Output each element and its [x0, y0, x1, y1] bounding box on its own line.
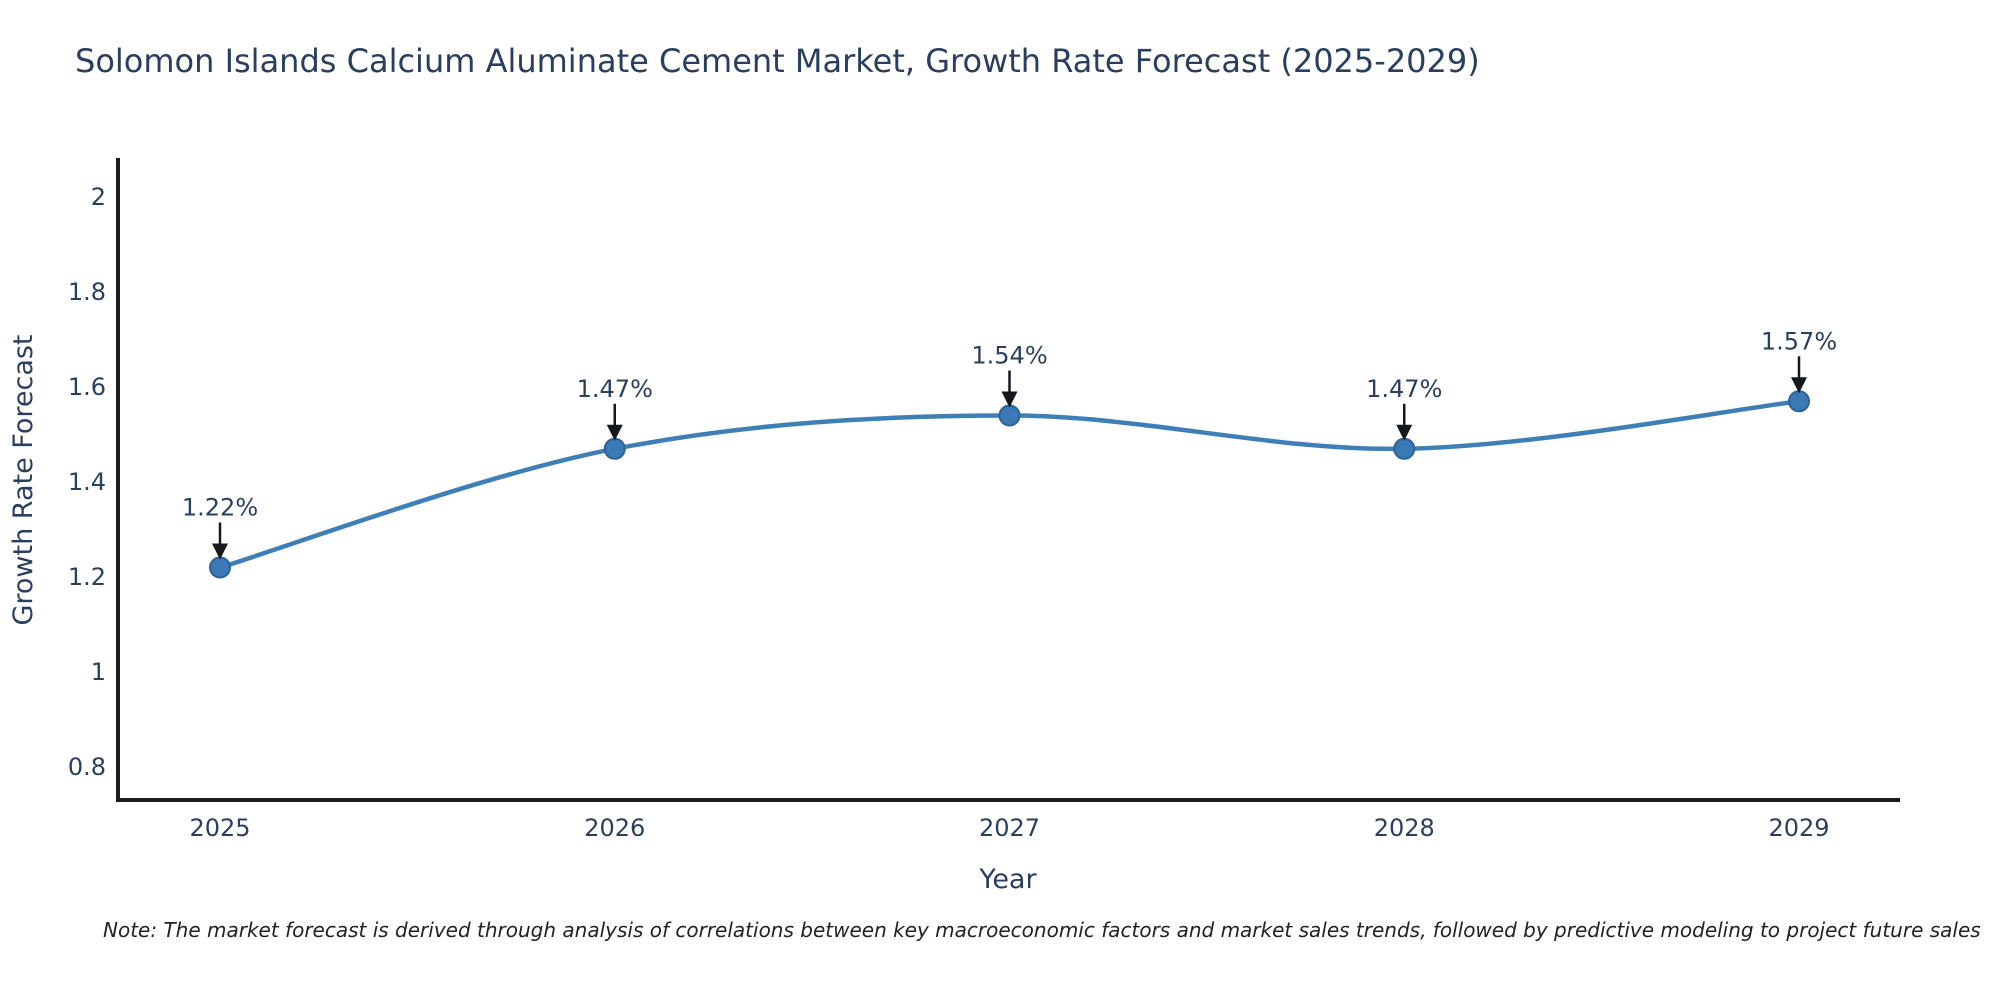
chart-title: Solomon Islands Calcium Aluminate Cement…	[75, 42, 1480, 80]
data-point-marker[interactable]	[998, 404, 1021, 427]
annotation-arrowhead-icon	[1396, 424, 1413, 441]
data-point-marker[interactable]	[209, 556, 231, 579]
annotation-arrowhead-icon	[606, 424, 623, 441]
y-axis-title: Growth Rate Forecast	[8, 334, 39, 625]
annotation-label: 1.54%	[971, 342, 1047, 370]
annotation-arrowhead-icon	[1001, 391, 1018, 408]
y-tick-label: 0.8	[68, 753, 106, 781]
x-tick-label: 2028	[1374, 814, 1435, 842]
annotation-label: 1.47%	[1366, 375, 1442, 403]
x-tick-label: 2027	[979, 814, 1040, 842]
chart-footnote: Note: The market forecast is derived thr…	[103, 918, 1981, 942]
y-tick-label: 2	[91, 183, 106, 211]
y-tick-label: 1.2	[68, 563, 106, 591]
y-tick-label: 1.8	[68, 278, 106, 306]
x-tick-label: 2026	[584, 814, 645, 842]
annotation-label: 1.47%	[577, 375, 653, 403]
data-point-marker[interactable]	[1788, 390, 1810, 413]
x-tick-label: 2025	[189, 814, 250, 842]
annotation-arrowhead-icon	[212, 543, 228, 560]
axis-line	[116, 158, 1900, 802]
y-tick-label: 1.4	[68, 468, 106, 496]
annotation-arrowhead-icon	[1791, 377, 1807, 394]
x-axis-title: Year	[978, 864, 1037, 895]
y-tick-label: 1.6	[68, 373, 106, 401]
data-point-marker[interactable]	[1393, 437, 1416, 460]
data-point-marker[interactable]	[603, 437, 626, 460]
y-tick-label: 1	[91, 658, 106, 686]
annotation-label: 1.22%	[182, 494, 258, 522]
annotation-label: 1.57%	[1761, 327, 1837, 355]
x-tick-label: 2029	[1768, 814, 1829, 842]
